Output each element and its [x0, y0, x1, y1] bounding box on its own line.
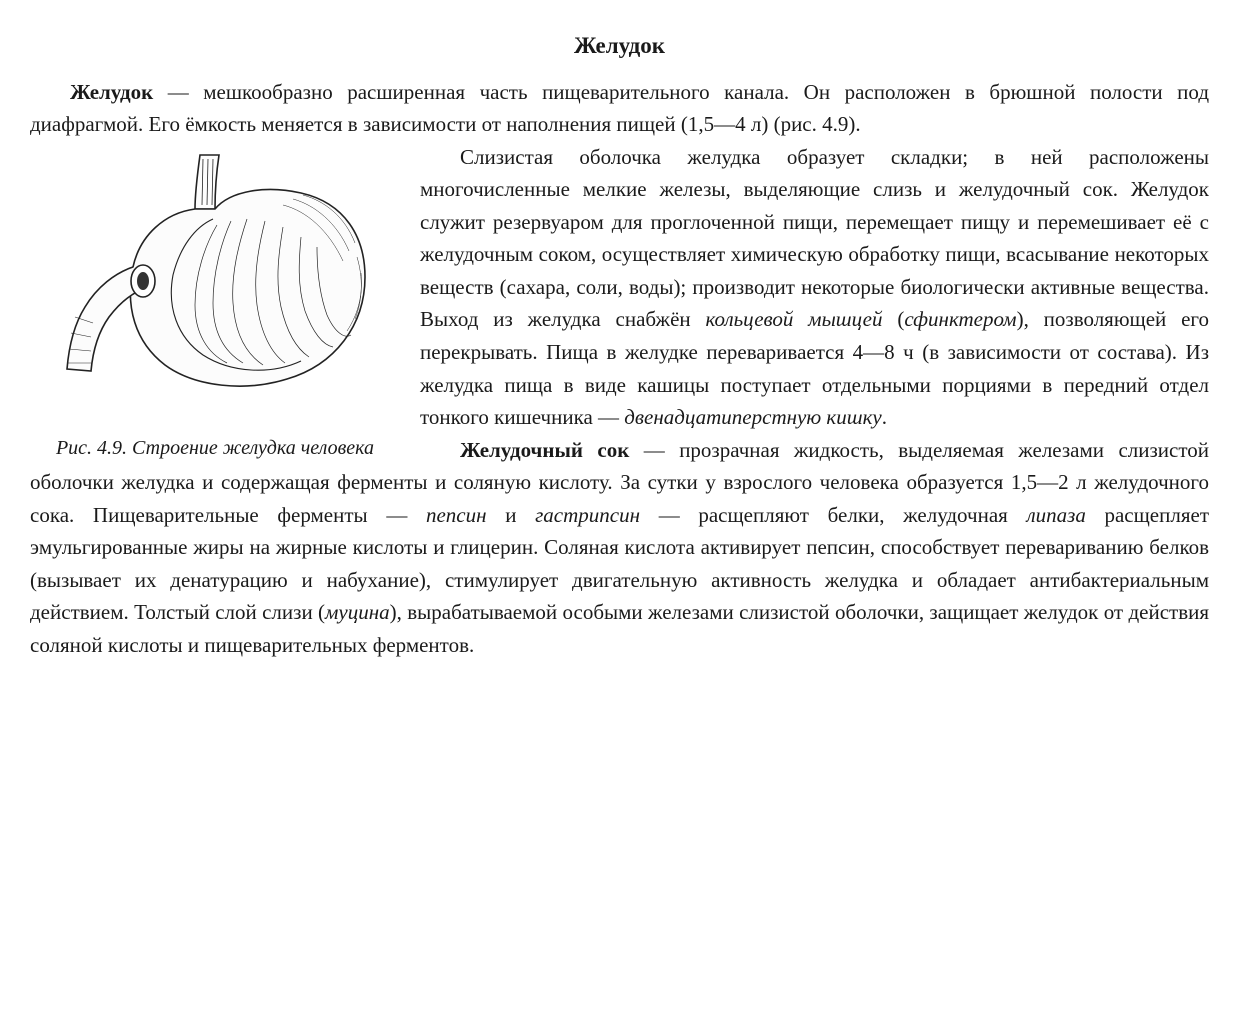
stomach-illustration	[45, 147, 385, 427]
figure-4-9: Рис. 4.9. Строение желудка человека	[30, 147, 400, 462]
p2-t4: .	[882, 405, 887, 429]
fig-caption-title: Строение желудка человека	[132, 437, 374, 459]
p3-t3: — расщепляют белки, желудочная	[640, 503, 1026, 527]
paragraph-1: Желудок — мешкообразно расширенная часть…	[30, 76, 1209, 141]
p3-t2: и	[487, 503, 536, 527]
p2-t2: (	[883, 307, 905, 331]
term-sphincter: сфинктером	[904, 307, 1016, 331]
p2-t1: Слизистая оболочка желудка образует скла…	[420, 145, 1209, 332]
term-mucin: муцина	[325, 600, 390, 624]
section-title: Желудок	[30, 28, 1209, 64]
term-duodenum: двенадцатиперстную кишку	[624, 405, 881, 429]
term-lipase: липаза	[1026, 503, 1085, 527]
figure-caption: Рис. 4.9. Строение желудка человека	[30, 435, 400, 462]
term-gastric-juice: Желудочный сок	[460, 438, 629, 462]
term-gastripsin: гастрипсин	[535, 503, 640, 527]
p1-rest: — мешкообразно расширенная часть пищевар…	[30, 80, 1209, 137]
paragraph-3: Желудочный сок — прозрачная жидкость, вы…	[30, 434, 1209, 662]
fig-caption-prefix: Рис. 4.9.	[56, 437, 132, 459]
term-pepsin: пепсин	[426, 503, 487, 527]
body-text: Желудок — мешкообразно расширенная часть…	[30, 76, 1209, 662]
term-ring-muscle: кольцевой мышцей	[705, 307, 882, 331]
term-stomach: Желудок	[70, 80, 153, 104]
